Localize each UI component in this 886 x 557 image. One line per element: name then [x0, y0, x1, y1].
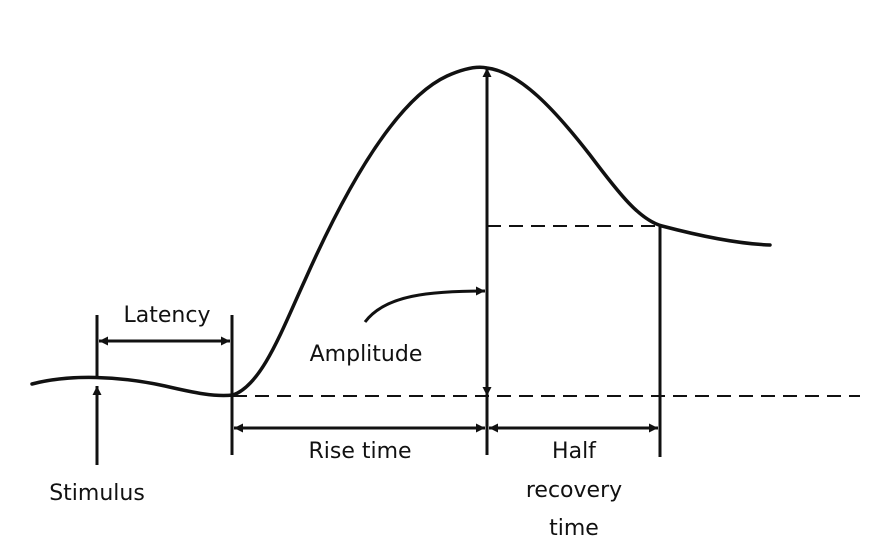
- stimulus-label: Stimulus: [49, 481, 145, 506]
- amplitude-label: Amplitude: [310, 342, 423, 367]
- half-recovery-label-line-3: time: [549, 516, 599, 541]
- amplitude-pointer-arrow: [363, 286, 486, 323]
- rise-time-label: Rise time: [308, 439, 411, 464]
- half-recovery-label-line-1: Half: [552, 439, 597, 464]
- response-curve: [30, 65, 772, 398]
- latency-label: Latency: [124, 303, 211, 328]
- half-recovery-label-line-2: recovery: [526, 478, 622, 503]
